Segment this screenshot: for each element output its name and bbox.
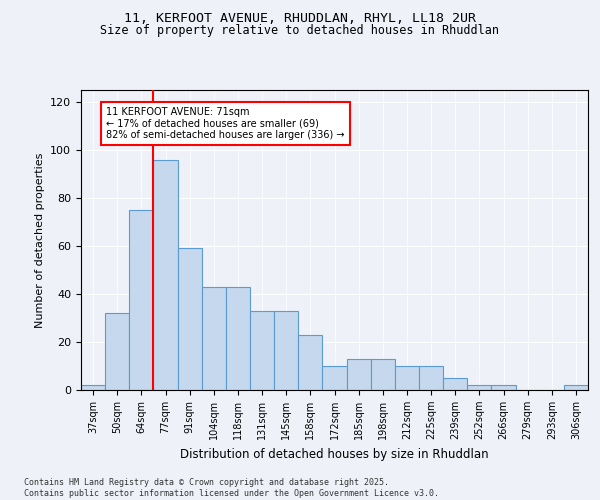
X-axis label: Distribution of detached houses by size in Rhuddlan: Distribution of detached houses by size … (180, 448, 489, 460)
Bar (129, 210, 154, 390)
Y-axis label: Number of detached properties: Number of detached properties (35, 152, 44, 328)
Bar (274, 311, 298, 390)
Bar (250, 311, 274, 390)
Text: 11, KERFOOT AVENUE, RHUDDLAN, RHYL, LL18 2UR: 11, KERFOOT AVENUE, RHUDDLAN, RHYL, LL18… (124, 12, 476, 26)
Bar (419, 366, 443, 390)
Bar (178, 248, 202, 390)
Text: 11 KERFOOT AVENUE: 71sqm
← 17% of detached houses are smaller (69)
82% of semi-d: 11 KERFOOT AVENUE: 71sqm ← 17% of detach… (106, 107, 345, 140)
Bar (443, 378, 467, 390)
Text: Size of property relative to detached houses in Rhuddlan: Size of property relative to detached ho… (101, 24, 499, 37)
Bar (226, 287, 250, 390)
Bar (81, 385, 105, 390)
Bar (467, 385, 491, 390)
Bar (371, 359, 395, 390)
Text: Contains HM Land Registry data © Crown copyright and database right 2025.
Contai: Contains HM Land Registry data © Crown c… (24, 478, 439, 498)
Bar (564, 385, 588, 390)
Bar (202, 287, 226, 390)
Bar (491, 385, 515, 390)
Bar (154, 160, 178, 390)
Bar (395, 366, 419, 390)
Bar (298, 335, 322, 390)
Bar (105, 313, 129, 390)
Bar (347, 359, 371, 390)
Bar (322, 366, 347, 390)
